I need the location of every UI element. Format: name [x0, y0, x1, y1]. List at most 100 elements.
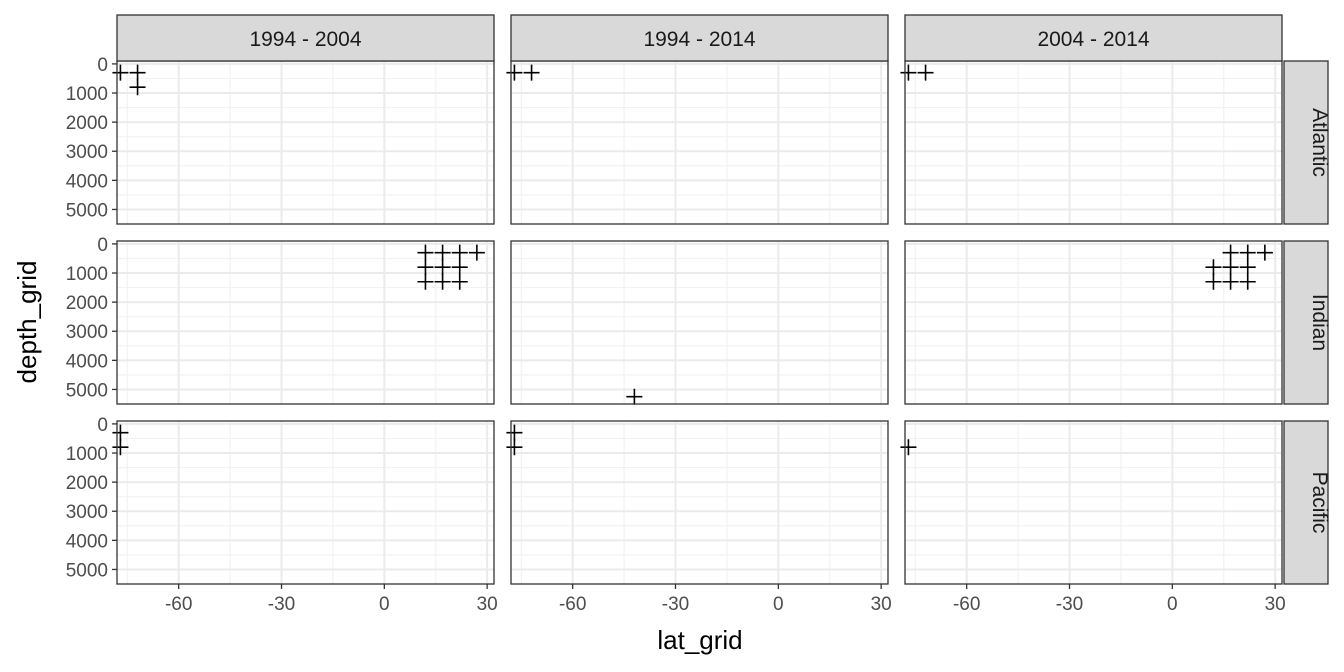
panel-1994-2004-indian [117, 241, 494, 404]
panel-background [117, 241, 494, 404]
y-tick-label: 4000 [66, 171, 108, 192]
points-2004-2014-atlantic [900, 64, 934, 81]
panel-background [117, 421, 494, 584]
data-point [129, 79, 146, 96]
y-tick-label: 1000 [66, 84, 108, 105]
y-tick-label: 1000 [66, 444, 108, 465]
strip-pacific: Pacific [1283, 420, 1331, 585]
strip-label: 1994 - 2004 [249, 28, 361, 51]
x-tick-label: -60 [559, 594, 586, 615]
strip-background [1283, 60, 1329, 225]
y-tick-label: 4000 [66, 531, 108, 552]
data-point [1222, 244, 1239, 261]
data-point [1239, 273, 1256, 290]
strip-label: Pacific [1308, 472, 1331, 534]
panel-background [511, 61, 888, 224]
data-point [506, 439, 523, 456]
data-point [1239, 259, 1256, 276]
y-tick-label: 3000 [66, 502, 108, 523]
points-1994-2004-pacific [112, 424, 129, 456]
panel-border [116, 240, 495, 405]
strip-background [1283, 240, 1329, 405]
points-2004-2014-indian [1205, 244, 1273, 290]
y-tick-label: 5000 [66, 560, 108, 581]
panel-background [117, 61, 494, 224]
y-axis-title: depth_grid [12, 261, 42, 384]
y-tick-label: 2000 [66, 113, 108, 134]
strip-2004-2014: 2004 - 2014 [904, 14, 1283, 62]
x-axis-1994-2004: -60 -30 0 30 [165, 584, 498, 615]
strip-background [510, 14, 889, 62]
data-point [523, 64, 540, 81]
y-tick-label: 5000 [66, 380, 108, 401]
data-point [451, 259, 468, 276]
x-tick-label: -30 [662, 594, 689, 615]
y-tick-label: 2000 [66, 473, 108, 494]
data-point [112, 424, 129, 441]
data-point [1222, 273, 1239, 290]
x-tick-label: 30 [871, 594, 892, 615]
panel-background [511, 421, 888, 584]
strip-label: Atlantic [1308, 108, 1331, 177]
panel-background [905, 61, 1282, 224]
points-1994-2014-indian [626, 388, 643, 405]
panel-2004-2014-pacific [905, 421, 1282, 584]
strip-1994-2004: 1994 - 2004 [116, 14, 495, 62]
y-axis-atlantic: 0 1000 2000 3000 4000 5000 [66, 55, 117, 221]
data-point [1205, 259, 1222, 276]
y-tick-label: 4000 [66, 351, 108, 372]
panel-1994-2014-atlantic [511, 61, 888, 224]
data-point [417, 273, 434, 290]
y-tick-label: 3000 [66, 322, 108, 343]
data-point [917, 64, 934, 81]
panel-1994-2014-pacific [511, 421, 888, 584]
panel-2004-2014-indian [905, 241, 1282, 404]
panels-layer [112, 60, 1283, 585]
y-tick-label: 0 [97, 415, 108, 436]
x-axis-2004-2014: -60 -30 0 30 [953, 584, 1286, 615]
data-point [451, 273, 468, 290]
panel-border [510, 420, 889, 585]
x-tick-label: 0 [773, 594, 784, 615]
x-tick-label: 0 [379, 594, 390, 615]
x-tick-label: -60 [953, 594, 980, 615]
y-axis-indian: 0 1000 2000 3000 4000 5000 [66, 235, 117, 401]
data-point [900, 64, 917, 81]
y-tick-label: 0 [97, 55, 108, 76]
panel-1994-2014-indian [511, 241, 888, 404]
x-tick-label: -30 [1056, 594, 1083, 615]
points-2004-2014-pacific [900, 439, 917, 456]
y-tick-label: 2000 [66, 293, 108, 314]
x-tick-label: 30 [477, 594, 498, 615]
strip-background [1283, 420, 1329, 585]
panel-border [904, 240, 1283, 405]
data-point [468, 244, 485, 261]
strip-atlantic: Atlantic [1283, 60, 1331, 225]
data-point [506, 64, 523, 81]
axes-layer: 0100020003000400050000100020003000400050… [66, 55, 1286, 615]
data-point [417, 244, 434, 261]
data-point [1205, 273, 1222, 290]
data-point [900, 439, 917, 456]
panel-2004-2014-atlantic [905, 61, 1282, 224]
x-tick-label: 0 [1167, 594, 1178, 615]
y-tick-label: 0 [97, 235, 108, 256]
data-point [506, 424, 523, 441]
data-point [1222, 259, 1239, 276]
data-point [434, 244, 451, 261]
strip-1994-2014: 1994 - 2014 [510, 14, 889, 62]
x-axis-title: lat_grid [657, 625, 742, 655]
x-tick-label: 30 [1265, 594, 1286, 615]
y-tick-label: 1000 [66, 264, 108, 285]
data-point [112, 64, 129, 81]
x-tick-label: -30 [268, 594, 295, 615]
x-axis-1994-2014: -60 -30 0 30 [559, 584, 892, 615]
y-tick-label: 3000 [66, 142, 108, 163]
data-point [434, 259, 451, 276]
panel-border [116, 420, 495, 585]
panel-border [904, 420, 1283, 585]
panel-background [905, 241, 1282, 404]
strip-label: 1994 - 2014 [643, 28, 755, 51]
points-1994-2004-atlantic [112, 64, 146, 96]
